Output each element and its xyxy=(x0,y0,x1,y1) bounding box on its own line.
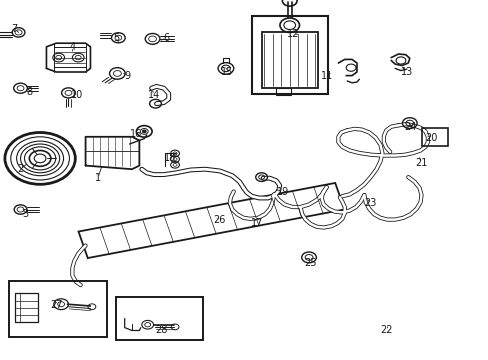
Text: 5: 5 xyxy=(113,33,119,43)
Text: 6: 6 xyxy=(163,33,169,43)
Text: 27: 27 xyxy=(50,300,62,310)
Text: 17: 17 xyxy=(250,218,263,228)
Bar xyxy=(261,32,317,88)
Text: 4: 4 xyxy=(69,42,75,52)
Text: 7: 7 xyxy=(12,24,18,34)
Circle shape xyxy=(142,130,146,133)
Text: 20: 20 xyxy=(424,132,437,143)
Text: 3: 3 xyxy=(22,209,28,219)
Bar xyxy=(9,281,106,337)
Text: 26: 26 xyxy=(212,215,225,225)
Text: 15: 15 xyxy=(221,67,233,77)
Text: 13: 13 xyxy=(400,67,412,77)
Text: 19: 19 xyxy=(276,186,288,197)
Bar xyxy=(421,128,447,146)
Text: 18: 18 xyxy=(163,153,176,163)
Text: 28: 28 xyxy=(155,325,167,336)
Text: 14: 14 xyxy=(147,90,160,100)
Bar xyxy=(116,297,203,340)
Text: 16: 16 xyxy=(129,129,142,139)
Bar xyxy=(276,88,290,95)
Bar xyxy=(251,16,327,94)
Text: 25: 25 xyxy=(304,258,316,268)
Text: 24: 24 xyxy=(404,122,416,132)
Text: 11: 11 xyxy=(320,71,332,81)
Text: 10: 10 xyxy=(71,90,83,100)
Text: 23: 23 xyxy=(364,198,376,208)
Text: 2: 2 xyxy=(18,164,23,174)
Text: 12: 12 xyxy=(286,29,299,39)
Text: 1: 1 xyxy=(95,173,101,183)
Text: 8: 8 xyxy=(26,87,32,97)
Bar xyxy=(15,293,38,322)
Text: 22: 22 xyxy=(379,325,392,336)
Text: 21: 21 xyxy=(414,158,427,168)
Text: 9: 9 xyxy=(124,71,130,81)
